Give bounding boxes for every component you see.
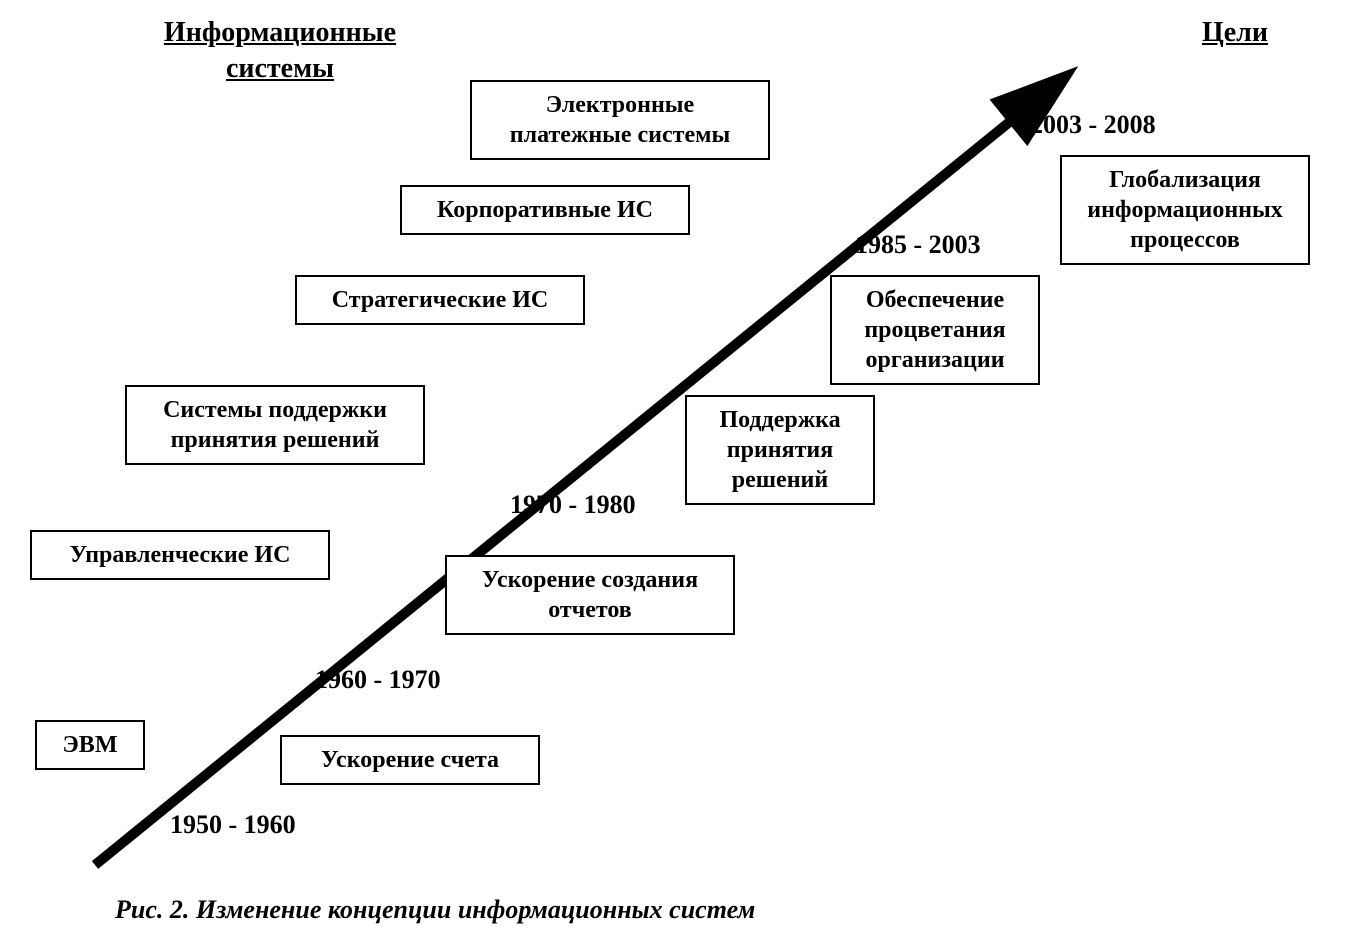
header-right: Цели [1185, 15, 1285, 51]
figure-caption: Рис. 2. Изменение концепции информационн… [115, 895, 755, 925]
box-calc-speed: Ускорение счета [280, 735, 540, 785]
box-evm: ЭВМ [35, 720, 145, 770]
header-left: Информационные системы [130, 15, 430, 88]
box-epayment: Электронные платежные системы [470, 80, 770, 160]
box-decision: Поддержка принятия решений [685, 395, 875, 505]
period-1970-1980: 1970 - 1980 [510, 490, 636, 520]
box-dss: Системы поддержки принятия решений [125, 385, 425, 465]
diagram-canvas: { "canvas": { "width": 1350, "height": 9… [0, 0, 1350, 950]
period-1960-1970: 1960 - 1970 [315, 665, 441, 695]
box-mgmt-is: Управленческие ИС [30, 530, 330, 580]
box-reports: Ускорение создания отчетов [445, 555, 735, 635]
period-1950-1960: 1950 - 1960 [170, 810, 296, 840]
box-corporate: Корпоративные ИС [400, 185, 690, 235]
box-strategic: Стратегические ИС [295, 275, 585, 325]
box-prosperity: Обеспечение процветания организации [830, 275, 1040, 385]
box-global: Глобализация информационных процессов [1060, 155, 1310, 265]
period-1985-2003: 1985 - 2003 [855, 230, 981, 260]
period-2003-2008: 2003 - 2008 [1030, 110, 1156, 140]
